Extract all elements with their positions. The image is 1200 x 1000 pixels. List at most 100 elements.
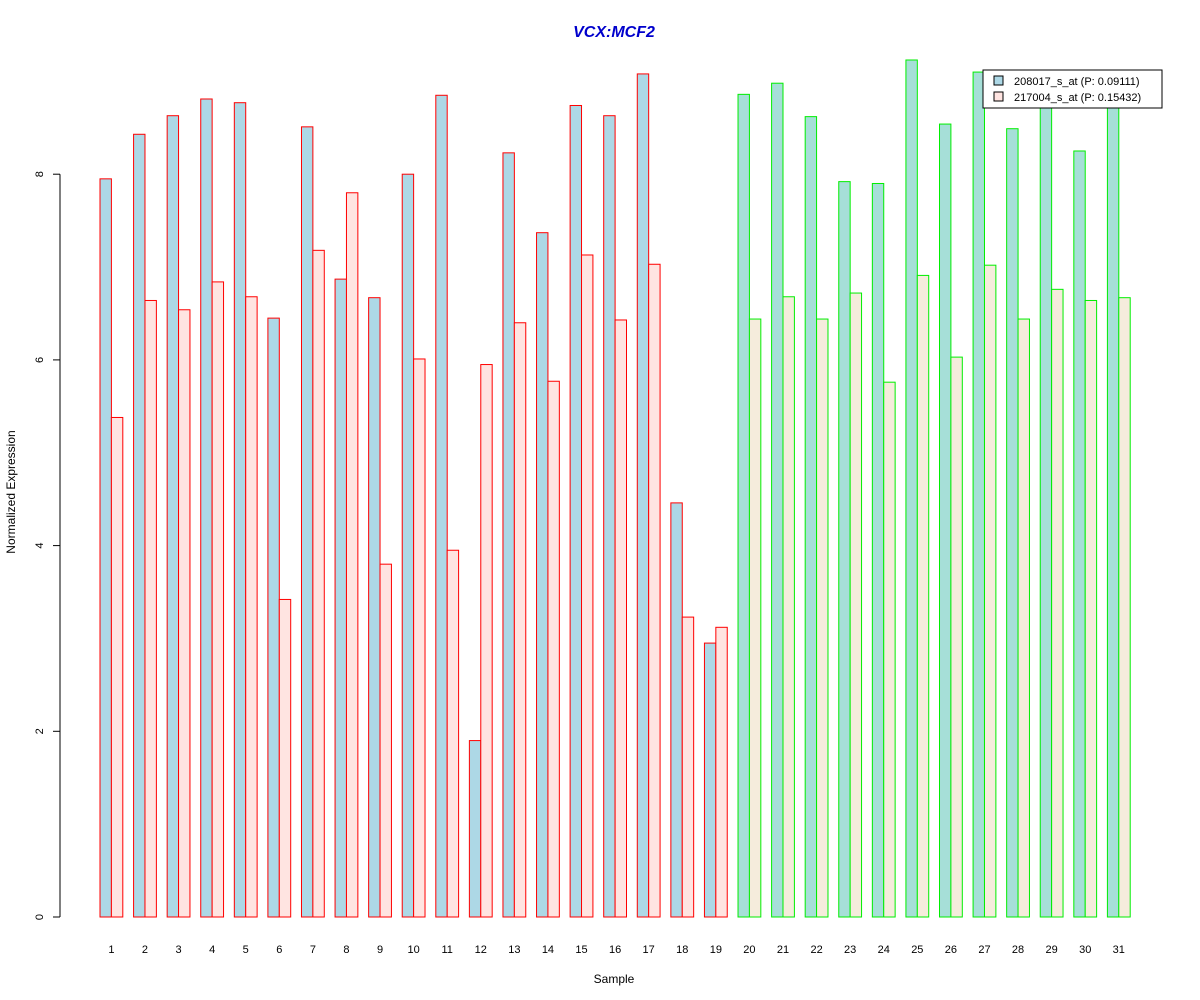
bar-208017-sample-21 bbox=[771, 82, 784, 918]
legend-label-208017: 208017_s_at (P: 0.09111) bbox=[1014, 76, 1140, 88]
x-tick-label: 16 bbox=[609, 944, 621, 956]
x-tick-label: 4 bbox=[209, 944, 215, 956]
x-tick-label: 1 bbox=[108, 944, 114, 956]
x-axis-title: Sample bbox=[594, 972, 635, 986]
bar-208017-sample-5 bbox=[233, 102, 247, 918]
y-tick-label: 0 bbox=[34, 914, 46, 920]
bar-217004-sample-27 bbox=[983, 264, 997, 918]
bar-217004-sample-15 bbox=[581, 254, 594, 918]
bar-208017-sample-7 bbox=[300, 126, 314, 918]
bar-208017-sample-19 bbox=[703, 642, 717, 918]
legend-swatch-217004 bbox=[993, 91, 1004, 102]
bar-217004-sample-12 bbox=[480, 364, 493, 918]
bar-208017-sample-22 bbox=[804, 116, 818, 918]
x-tick-label: 14 bbox=[542, 944, 554, 956]
bar-208017-sample-28 bbox=[1006, 128, 1019, 918]
x-tick-label: 20 bbox=[743, 944, 755, 956]
bar-217004-sample-3 bbox=[178, 309, 191, 918]
legend: 208017_s_at (P: 0.09111) 217004_s_at (P:… bbox=[982, 69, 1163, 109]
x-tick-label: 7 bbox=[310, 944, 316, 956]
bar-208017-sample-10 bbox=[401, 173, 415, 918]
y-tick-label: 8 bbox=[34, 171, 46, 177]
legend-label-217004: 217004_s_at (P: 0.15432) bbox=[1014, 92, 1141, 104]
x-tick-label: 25 bbox=[911, 944, 923, 956]
bar-208017-sample-25 bbox=[905, 59, 918, 918]
x-tick-label: 22 bbox=[810, 944, 822, 956]
bar-217004-sample-6 bbox=[278, 598, 292, 918]
x-tick-label: 8 bbox=[343, 944, 349, 956]
bars bbox=[99, 59, 1131, 918]
bar-208017-sample-15 bbox=[569, 104, 583, 918]
bar-217004-sample-22 bbox=[816, 318, 829, 918]
y-tick-label: 2 bbox=[34, 728, 46, 734]
bar-217004-sample-10 bbox=[413, 358, 426, 918]
legend-box bbox=[982, 69, 1163, 109]
bar-208017-sample-3 bbox=[166, 115, 180, 918]
bar-208017-sample-8 bbox=[334, 278, 347, 918]
bar-217004-sample-29 bbox=[1051, 288, 1064, 918]
bar-217004-sample-20 bbox=[748, 318, 762, 918]
y-axis-title: Normalized Expression bbox=[4, 430, 18, 553]
x-tick-label: 31 bbox=[1113, 944, 1125, 956]
x-tick-label: 5 bbox=[243, 944, 249, 956]
x-tick-label: 19 bbox=[710, 944, 722, 956]
y-tick-label: 4 bbox=[34, 543, 46, 549]
bar-217004-sample-18 bbox=[681, 616, 695, 918]
bar-217004-sample-31 bbox=[1118, 297, 1131, 918]
bar-217004-sample-26 bbox=[950, 356, 963, 918]
y-axis: 0 2 4 6 8 bbox=[34, 171, 61, 920]
bar-208017-sample-29 bbox=[1039, 105, 1053, 918]
bar-208017-sample-31 bbox=[1106, 104, 1120, 918]
x-tick-label: 3 bbox=[175, 944, 181, 956]
bar-208017-sample-30 bbox=[1073, 150, 1086, 918]
x-tick-label: 27 bbox=[978, 944, 990, 956]
bar-217004-sample-9 bbox=[379, 563, 392, 918]
x-tick-label: 10 bbox=[407, 944, 419, 956]
x-tick-label: 26 bbox=[945, 944, 957, 956]
x-tick-label: 29 bbox=[1046, 944, 1058, 956]
bar-217004-sample-30 bbox=[1084, 299, 1098, 918]
x-tick-label: 24 bbox=[878, 944, 890, 956]
x-tick-label: 2 bbox=[142, 944, 148, 956]
bar-217004-sample-2 bbox=[144, 299, 157, 918]
x-tick-label: 28 bbox=[1012, 944, 1024, 956]
x-tick-label: 11 bbox=[441, 944, 452, 956]
bar-217004-sample-23 bbox=[849, 292, 863, 918]
bar-217004-sample-24 bbox=[883, 381, 896, 918]
bar-208017-sample-24 bbox=[871, 182, 885, 918]
bar-208017-sample-1 bbox=[99, 178, 112, 918]
bar-208017-sample-13 bbox=[502, 152, 515, 918]
x-tick-label: 23 bbox=[844, 944, 856, 956]
bar-217004-sample-14 bbox=[547, 380, 560, 918]
bar-217004-sample-7 bbox=[312, 249, 325, 918]
x-tick-label: 21 bbox=[777, 944, 789, 956]
bar-208017-sample-26 bbox=[939, 123, 952, 918]
bar-208017-sample-23 bbox=[838, 181, 851, 918]
x-tick-label: 17 bbox=[643, 944, 655, 956]
bar-217004-sample-13 bbox=[513, 322, 527, 918]
bar-208017-sample-4 bbox=[200, 98, 213, 918]
x-tick-label: 9 bbox=[377, 944, 383, 956]
bar-208017-sample-20 bbox=[737, 93, 750, 918]
bar-208017-sample-16 bbox=[603, 115, 616, 918]
x-tick-label: 18 bbox=[676, 944, 688, 956]
bar-217004-sample-5 bbox=[245, 296, 258, 918]
bar-217004-sample-28 bbox=[1017, 318, 1030, 918]
bar-217004-sample-8 bbox=[345, 192, 359, 918]
bar-208017-sample-2 bbox=[133, 133, 146, 918]
bar-217004-sample-19 bbox=[715, 626, 728, 918]
bar-208017-sample-17 bbox=[636, 73, 650, 918]
x-axis-labels: 1 2 3 4 5 6 7 8 9 10 11 12 13 14 15 16 17 18 19 20 21 22 23 24 2… bbox=[108, 944, 1125, 956]
x-tick-label: 13 bbox=[508, 944, 520, 956]
bar-217004-sample-16 bbox=[614, 319, 627, 918]
bar-208017-sample-11 bbox=[435, 94, 448, 918]
x-tick-label: 30 bbox=[1079, 944, 1091, 956]
x-tick-label: 6 bbox=[276, 944, 282, 956]
bar-217004-sample-1 bbox=[110, 416, 124, 918]
bar-217004-sample-25 bbox=[916, 274, 930, 918]
bar-208017-sample-27 bbox=[972, 71, 985, 918]
bar-217004-sample-21 bbox=[782, 296, 795, 918]
bar-217004-sample-11 bbox=[446, 549, 460, 918]
bar-208017-sample-14 bbox=[536, 232, 549, 918]
